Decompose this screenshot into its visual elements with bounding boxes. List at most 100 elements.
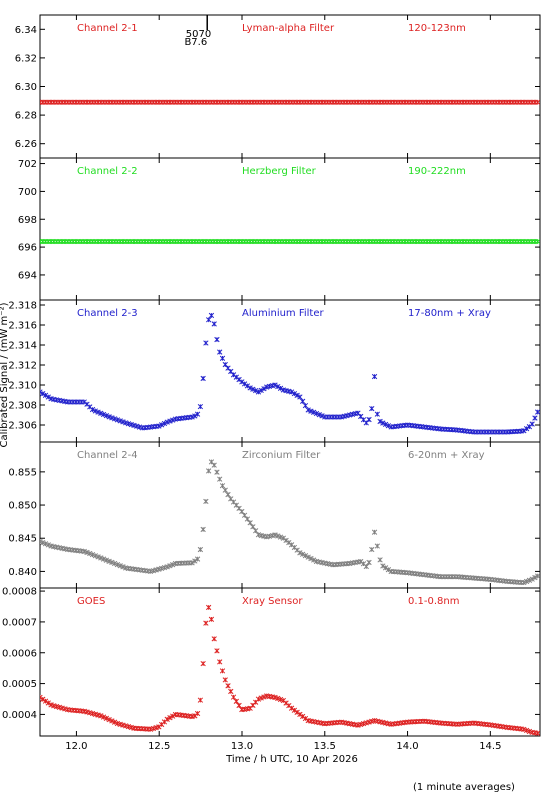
data-point <box>294 392 300 398</box>
data-point <box>377 418 383 425</box>
data-point <box>106 716 112 723</box>
x-tick-label: 12.5 <box>148 741 170 752</box>
data-point <box>211 462 217 468</box>
data-point <box>42 392 49 398</box>
y-tick-label: 696 <box>18 243 37 254</box>
x-tick-label: 14.0 <box>396 741 418 752</box>
panel-2: 694 696 698 700 702 Channel 2-2 Herzberg Filte… <box>18 157 541 301</box>
data-point <box>197 697 204 703</box>
data-points <box>40 604 540 736</box>
data-point <box>225 683 231 689</box>
data-point <box>197 546 204 553</box>
data-point <box>45 542 51 548</box>
data-point <box>275 695 281 702</box>
data-point <box>272 532 278 538</box>
data-points <box>40 99 540 105</box>
data-points <box>40 238 540 245</box>
data-point <box>106 414 112 420</box>
y-tick-label: 2.308 <box>8 401 37 412</box>
data-point <box>203 340 209 346</box>
channel-label: Channel 2-2 <box>77 166 138 177</box>
data-point <box>164 716 170 722</box>
data-point <box>206 468 212 474</box>
data-point <box>535 573 540 579</box>
band-label: 0.1-0.8nm <box>408 596 460 607</box>
data-point <box>103 557 110 563</box>
data-point <box>84 549 90 556</box>
data-point <box>92 408 98 414</box>
footnote: (1 minute averages) <box>413 782 515 793</box>
data-point <box>200 375 206 382</box>
data-point <box>170 562 176 568</box>
data-point <box>164 564 170 570</box>
data-point <box>529 576 535 582</box>
panel-frame <box>39 441 541 589</box>
data-point <box>219 668 226 674</box>
channel-label: Channel 2-3 <box>77 308 138 319</box>
data-point <box>40 696 46 702</box>
data-point <box>40 391 46 397</box>
data-point <box>241 381 248 387</box>
y-tick-label: 702 <box>18 159 37 170</box>
data-point <box>219 483 226 489</box>
data-point <box>100 714 107 720</box>
filter-label: Lyman-alpha Filter <box>242 23 335 34</box>
data-point <box>261 694 267 700</box>
data-point <box>236 702 242 709</box>
x-tick-label: 14.5 <box>479 741 501 752</box>
data-point <box>385 567 392 573</box>
data-point <box>272 382 278 388</box>
data-point <box>114 561 121 568</box>
flare-class-label: B7.6 <box>184 37 207 48</box>
data-point <box>170 713 176 719</box>
data-point <box>233 698 239 704</box>
data-point <box>208 312 215 319</box>
data-point <box>189 414 195 420</box>
data-point <box>523 727 530 734</box>
y-tick-label: 2.310 <box>8 381 37 392</box>
panel-3: 2.306 2.308 2.310 2.312 2.314 2.316 2.318 Chann… <box>8 299 541 443</box>
y-tick-label: 694 <box>18 270 37 281</box>
y-tick-label: 6.34 <box>15 25 37 36</box>
y-tick-label: 2.314 <box>8 341 37 352</box>
y-tick-label: 2.318 <box>8 301 37 312</box>
data-point <box>194 710 201 717</box>
data-point <box>89 406 96 413</box>
data-point <box>255 696 262 702</box>
data-point <box>253 387 259 394</box>
data-point <box>219 355 226 361</box>
data-point <box>217 659 223 665</box>
data-point <box>523 578 530 585</box>
data-point <box>371 373 378 380</box>
data-point <box>214 648 220 654</box>
x-axis-label: Time / h UTC, 10 Apr 2026 <box>225 754 358 765</box>
data-point <box>297 550 303 556</box>
panel-5: 0.0004 0.0005 0.0006 0.0007 0.0008 GOES Xray S… <box>2 587 541 737</box>
data-point <box>211 321 217 327</box>
data-point <box>194 556 201 562</box>
data-point <box>208 616 215 622</box>
data-point <box>255 389 262 395</box>
data-point <box>529 421 535 427</box>
data-point <box>521 579 527 586</box>
data-points <box>40 459 540 586</box>
data-point <box>45 700 51 706</box>
y-tick-label: 700 <box>18 187 37 198</box>
flare-marker-label: 5070 <box>186 29 211 40</box>
data-point <box>42 541 49 547</box>
y-tick-label: 2.316 <box>8 321 37 332</box>
data-point <box>297 394 303 400</box>
data-point <box>302 553 309 559</box>
data-point <box>521 428 527 434</box>
data-point <box>120 564 126 570</box>
data-point <box>159 422 165 428</box>
data-point <box>288 389 295 395</box>
data-point <box>203 620 209 626</box>
data-point <box>277 534 284 540</box>
y-tick-label: 6.32 <box>15 53 37 64</box>
data-point <box>200 526 206 533</box>
y-tick-label: 0.840 <box>8 567 37 578</box>
data-point <box>535 99 540 105</box>
data-point <box>380 420 386 426</box>
